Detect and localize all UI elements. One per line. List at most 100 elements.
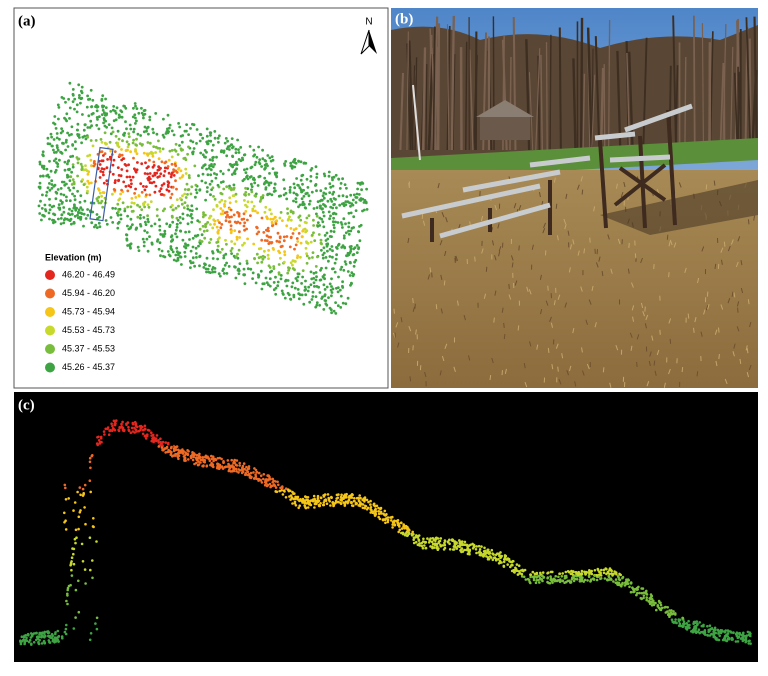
point bbox=[89, 568, 92, 572]
grass bbox=[445, 216, 448, 223]
point bbox=[63, 116, 66, 120]
grass bbox=[740, 260, 743, 266]
point bbox=[305, 252, 308, 256]
point bbox=[228, 201, 232, 205]
point bbox=[263, 249, 266, 253]
point bbox=[218, 200, 222, 204]
point bbox=[68, 81, 72, 85]
point bbox=[221, 209, 225, 213]
point bbox=[71, 143, 74, 146]
point bbox=[222, 254, 226, 257]
point bbox=[736, 640, 740, 643]
point bbox=[309, 240, 313, 244]
point bbox=[319, 238, 323, 242]
point bbox=[267, 264, 271, 268]
point bbox=[277, 271, 281, 274]
point bbox=[299, 255, 302, 259]
point bbox=[104, 97, 107, 101]
point bbox=[184, 242, 187, 246]
point bbox=[249, 214, 252, 218]
point bbox=[65, 138, 68, 142]
point bbox=[93, 162, 97, 166]
point bbox=[350, 501, 353, 505]
point bbox=[52, 212, 55, 216]
point bbox=[246, 187, 250, 191]
point bbox=[663, 606, 666, 609]
tree bbox=[642, 37, 648, 151]
grass bbox=[531, 244, 534, 250]
point bbox=[727, 638, 731, 641]
point bbox=[112, 119, 116, 123]
point bbox=[137, 249, 141, 253]
point bbox=[209, 193, 212, 197]
point bbox=[108, 429, 111, 432]
grass bbox=[594, 322, 597, 328]
point bbox=[62, 210, 66, 214]
point bbox=[592, 578, 596, 581]
point bbox=[202, 211, 205, 215]
tree bbox=[558, 27, 562, 151]
point bbox=[260, 481, 264, 484]
point bbox=[338, 187, 342, 190]
point bbox=[538, 574, 541, 577]
point bbox=[229, 249, 233, 253]
point bbox=[74, 616, 77, 619]
point bbox=[216, 219, 220, 222]
point bbox=[261, 254, 265, 258]
point bbox=[204, 213, 207, 217]
point bbox=[102, 191, 106, 195]
point bbox=[245, 227, 249, 231]
point bbox=[328, 282, 332, 286]
point bbox=[279, 211, 283, 214]
point bbox=[288, 215, 291, 219]
point bbox=[163, 229, 167, 233]
point bbox=[135, 152, 139, 156]
point bbox=[620, 585, 623, 588]
point bbox=[342, 236, 346, 240]
point bbox=[288, 245, 292, 249]
point bbox=[244, 186, 248, 190]
point bbox=[422, 537, 425, 541]
point bbox=[301, 182, 304, 186]
point bbox=[70, 222, 73, 226]
grass bbox=[727, 245, 731, 252]
grass bbox=[549, 316, 552, 323]
point bbox=[196, 219, 200, 223]
point bbox=[341, 284, 344, 288]
point bbox=[349, 247, 353, 251]
point bbox=[294, 197, 298, 201]
point bbox=[102, 154, 105, 157]
point bbox=[178, 251, 182, 255]
point bbox=[189, 455, 193, 458]
point bbox=[605, 567, 608, 571]
point bbox=[480, 545, 483, 548]
point bbox=[292, 182, 296, 186]
point bbox=[234, 192, 238, 196]
point bbox=[518, 572, 521, 575]
point bbox=[638, 591, 641, 595]
point bbox=[141, 143, 144, 146]
grass bbox=[547, 347, 550, 353]
point bbox=[23, 635, 26, 638]
point bbox=[173, 148, 177, 152]
point bbox=[583, 578, 587, 582]
point bbox=[485, 555, 488, 558]
point bbox=[251, 177, 255, 181]
point bbox=[335, 247, 339, 250]
legend-label: 45.26 - 45.37 bbox=[62, 362, 115, 372]
point bbox=[487, 557, 491, 561]
grass bbox=[536, 344, 539, 350]
point bbox=[177, 122, 181, 125]
point bbox=[211, 186, 215, 190]
grass bbox=[439, 239, 443, 246]
point bbox=[337, 177, 340, 181]
point bbox=[209, 173, 213, 177]
point bbox=[268, 156, 272, 160]
point bbox=[191, 256, 195, 260]
point bbox=[136, 132, 140, 136]
grass bbox=[668, 241, 671, 247]
point bbox=[488, 555, 492, 558]
point bbox=[254, 281, 258, 285]
point bbox=[497, 562, 501, 565]
point bbox=[307, 502, 311, 506]
